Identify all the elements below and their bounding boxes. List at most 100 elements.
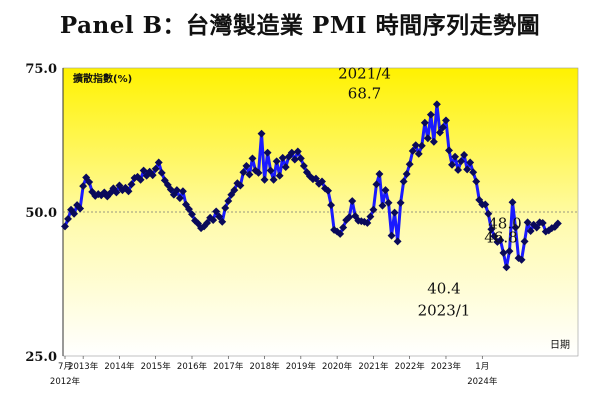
- pmi-data-point: [61, 222, 69, 231]
- x-axis-label: 日期: [550, 339, 570, 351]
- pmi-data-point: [517, 255, 526, 264]
- pmi-data-point: [178, 187, 187, 196]
- annotation-latest-value: 48.0: [488, 215, 521, 233]
- pmi-data-point: [499, 248, 508, 257]
- pmi-data-point: [272, 157, 281, 166]
- pmi-data-point: [502, 263, 511, 272]
- pmi-data-point: [290, 155, 299, 164]
- pmi-data-point: [112, 188, 121, 197]
- pmi-data-point: [348, 197, 357, 206]
- pmi-data-point: [460, 151, 469, 159]
- pmi-data-point: [487, 225, 496, 234]
- pmi-data-point: [438, 123, 447, 132]
- pmi-data-point: [445, 146, 453, 155]
- pmi-data-point: [254, 168, 263, 177]
- pmi-data-point: [399, 177, 408, 186]
- pmi-data-point: [451, 152, 460, 161]
- pmi-data-point: [511, 223, 520, 232]
- pmi-data-point: [224, 197, 233, 206]
- pmi-data-point: [411, 141, 420, 150]
- pmi-data-point: [369, 205, 378, 214]
- pmi-data-point: [366, 212, 375, 221]
- pmi-data-point: [408, 146, 417, 155]
- x-tick-label: 7月: [58, 362, 72, 372]
- x-tick-label: 2020年: [322, 361, 353, 372]
- pmi-data-point: [248, 154, 257, 163]
- x-tick-label: 2019年: [286, 361, 317, 372]
- pmi-data-point: [363, 218, 372, 227]
- pmi-data-point: [520, 237, 529, 246]
- pmi-data-point: [372, 180, 381, 189]
- pmi-data-point: [472, 177, 481, 186]
- pmi-data-point: [339, 223, 348, 232]
- pmi-data-point: [239, 168, 248, 177]
- x-tick-label: 2014年: [104, 361, 135, 372]
- annotation-peak-date: 2021/4: [338, 64, 391, 82]
- x-tick-label: 2013年: [68, 361, 99, 372]
- pmi-data-point: [532, 223, 541, 232]
- pmi-data-point: [505, 247, 514, 256]
- pmi-data-point: [484, 209, 493, 218]
- pmi-data-point: [203, 218, 212, 227]
- y-tick-label: 25.0: [25, 350, 57, 365]
- pmi-data-point: [127, 180, 136, 189]
- pmi-data-point: [396, 198, 405, 207]
- x-tick-label: 2016年: [177, 361, 208, 372]
- annotation-prev-value: 46.8: [484, 228, 517, 246]
- pmi-data-point: [215, 212, 224, 221]
- pmi-data-point: [523, 218, 532, 227]
- pmi-data-point: [387, 231, 396, 240]
- pmi-data-point: [230, 186, 239, 195]
- annotation-trough-value: 40.4: [427, 279, 460, 297]
- pmi-data-point: [318, 177, 326, 186]
- pmi-data-point: [148, 171, 157, 180]
- pmi-data-point: [269, 175, 278, 184]
- pmi-data-point: [384, 198, 393, 207]
- x-tick-label: 2023年: [431, 361, 462, 372]
- pmi-data-point: [469, 168, 478, 177]
- pmi-data-point: [275, 171, 284, 180]
- pmi-data-point: [245, 170, 254, 179]
- y-tick-label: 50.0: [25, 206, 57, 221]
- pmi-data-point: [257, 129, 266, 138]
- x-tick-label: 2022年: [395, 361, 426, 372]
- pmi-data-point: [448, 160, 456, 169]
- pmi-data-point: [378, 201, 387, 210]
- pmi-data-point: [299, 161, 308, 170]
- pmi-data-point: [345, 213, 354, 222]
- pmi-data-point: [553, 219, 562, 228]
- pmi-data-point: [260, 175, 269, 184]
- pmi-data-point: [414, 149, 423, 158]
- pmi-data-point: [287, 148, 296, 157]
- pmi-data-point: [221, 204, 230, 212]
- pmi-data-point: [490, 232, 499, 241]
- pmi-data-point: [157, 168, 166, 177]
- pmi-data-point: [154, 158, 163, 167]
- pmi-data-point: [435, 128, 444, 137]
- pmi-data-point: [466, 158, 475, 167]
- x-tick-label: 2015年: [141, 361, 172, 372]
- pmi-data-point: [263, 148, 272, 157]
- pmi-data-point: [296, 154, 305, 163]
- pmi-data-point: [281, 163, 290, 172]
- pmi-data-point: [136, 175, 145, 184]
- annotation-peak-value: 68.7: [348, 84, 381, 102]
- pmi-data-point: [423, 134, 432, 143]
- x-tick-label: 2018年: [249, 361, 280, 372]
- x-tick-label: 2017年: [213, 361, 244, 372]
- pmi-data-point: [175, 194, 184, 203]
- x-tick-sublabel: 2012年: [50, 376, 81, 387]
- pmi-data-point: [429, 137, 438, 146]
- y-axis-label: 擴散指數(%): [73, 72, 132, 85]
- pmi-data-point: [209, 216, 218, 225]
- pmi-data-point: [185, 205, 193, 214]
- pmi-data-point: [139, 166, 148, 175]
- pmi-data-point: [526, 227, 535, 235]
- pmi-data-point: [327, 201, 336, 210]
- pmi-data-point: [212, 207, 221, 216]
- pmi-data-point: [218, 217, 227, 226]
- pmi-data-point: [172, 186, 181, 195]
- pmi-data-point: [324, 186, 333, 195]
- pmi-data-point: [166, 185, 175, 194]
